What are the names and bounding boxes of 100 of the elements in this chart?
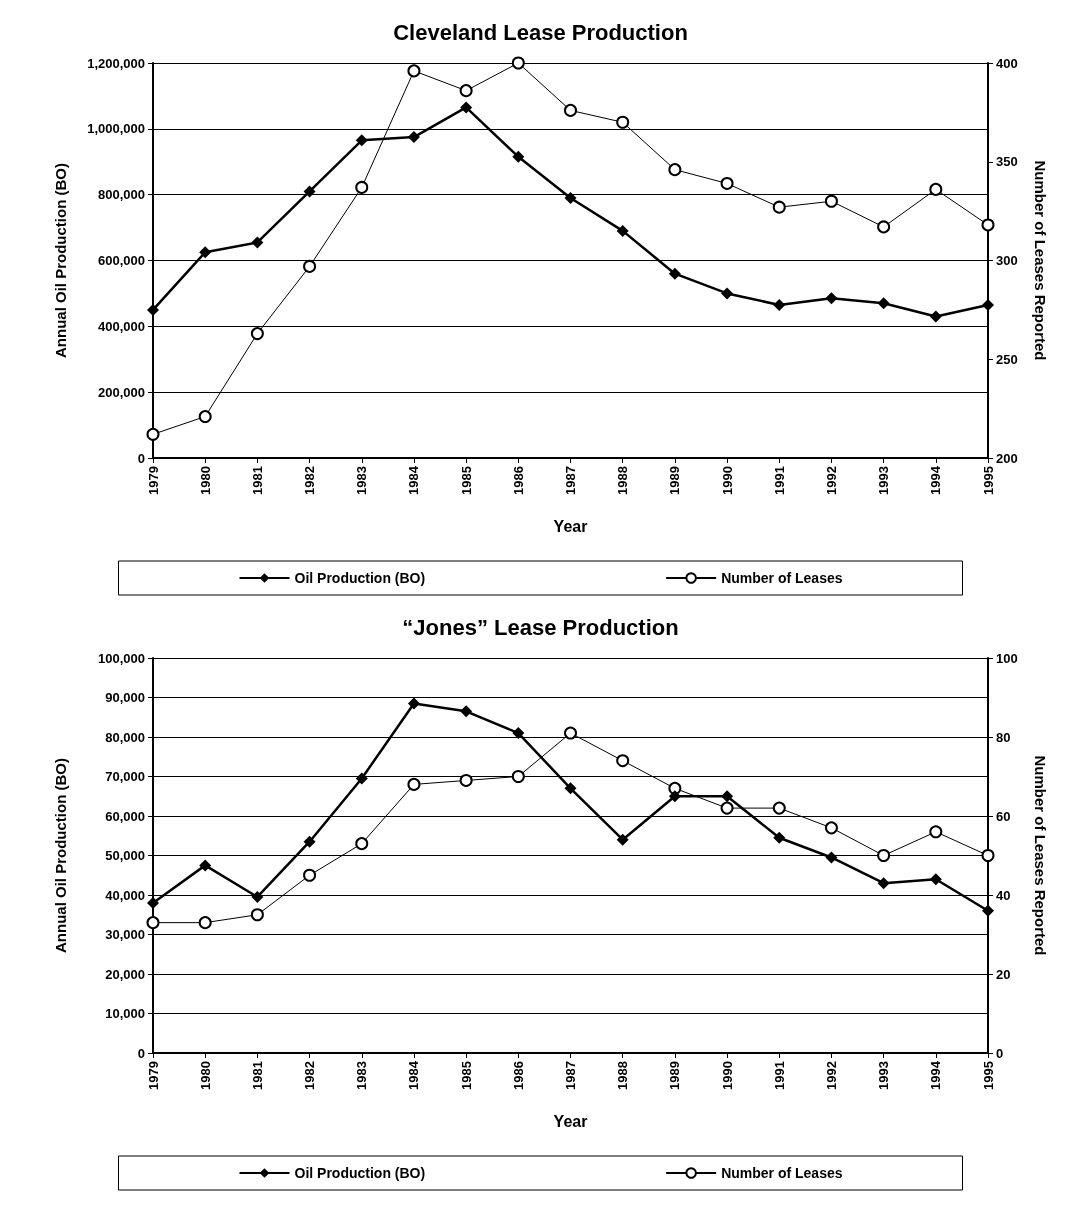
point [981,218,995,232]
y-tick-label: 20,000 [105,966,145,982]
y-tick-label: 90,000 [105,690,145,705]
x-tick-label: 1995 [980,1061,996,1090]
point [981,849,995,862]
point [303,259,317,273]
y2-axis-title: Number of Leases Reported [1032,755,1049,956]
point [511,56,525,70]
x-tick-label: 1986 [510,1061,526,1090]
point [407,777,421,791]
x-axis-title: Year [553,1112,588,1130]
x-tick-label: 1979 [145,466,161,495]
y-axis-title: Annual Oil Production (BO) [52,163,69,358]
point [564,103,577,117]
point [355,180,369,194]
point [668,163,682,177]
point [199,859,212,872]
y2-tick-label: 300 [996,253,1018,268]
y-tick-label: 80,000 [105,729,145,745]
y-tick-label: 10,000 [105,1006,145,1021]
x-tick-label: 1989 [667,1061,683,1090]
point [459,773,473,787]
point [773,831,786,844]
y2-tick-label: 20 [996,966,1011,982]
legend-label: Number of Leases [721,1165,843,1181]
y2-tick-label: 0 [996,1045,1004,1061]
y2-tick-label: 80 [996,729,1011,745]
y-tick-label: 1,000,000 [87,121,145,137]
point [250,327,264,341]
point [825,851,838,864]
y2-tick-label: 350 [996,154,1018,170]
y-tick-label: 40,000 [105,887,145,903]
point [564,782,577,795]
y-tick-label: 30,000 [105,927,145,942]
point [355,134,368,147]
point [982,904,994,917]
y-tick-label: 200,000 [98,384,145,400]
y-tick-label: 100,000 [98,650,145,666]
legend-label: Number of Leases [721,570,843,586]
point [929,310,942,323]
point [720,176,734,190]
point [772,801,786,815]
point [929,825,943,839]
x-tick-label: 1992 [823,1061,839,1090]
point [251,890,264,903]
point [407,64,421,78]
point [303,868,317,882]
x-tick-label: 1982 [302,466,318,495]
x-tick-label: 1986 [510,466,526,495]
y-tick-label: 0 [137,1045,145,1061]
point [929,873,942,886]
point [512,150,525,163]
x-tick-label: 1992 [823,466,839,495]
chart-title: Cleveland Lease Production [393,19,688,45]
y-tick-label: 400,000 [98,318,145,334]
x-tick-label: 1987 [563,1061,578,1090]
point [721,287,734,300]
x-tick-label: 1995 [980,466,996,495]
point [773,298,786,311]
point [511,770,525,783]
point [720,801,734,815]
point [198,916,212,930]
x-tick-label: 1985 [458,1061,474,1090]
point [564,726,577,740]
x-tick-label: 1983 [354,1061,370,1090]
point [146,916,160,930]
x-tick-label: 1987 [563,466,578,495]
legend-label: Oil Production (BO) [294,1165,426,1181]
point [460,101,473,114]
x-tick-label: 1984 [406,1060,422,1090]
point [303,185,316,198]
x-tick-label: 1991 [771,466,787,495]
point [198,410,212,424]
x-tick-label: 1985 [458,466,474,495]
y-tick-label: 0 [137,450,145,466]
y2-tick-label: 200 [996,450,1018,466]
y-tick-label: 60,000 [105,808,145,824]
x-tick-label: 1984 [406,465,422,495]
point [251,236,264,249]
x-tick-label: 1988 [615,1061,631,1090]
point [668,790,681,803]
x-tick-label: 1983 [354,466,370,495]
point [407,697,420,710]
y-tick-label: 600,000 [98,253,145,268]
legend-label: Oil Production (BO) [294,570,426,586]
x-tick-label: 1988 [615,466,631,495]
x-tick-label: 1981 [249,466,265,495]
point [824,821,838,835]
y2-axis-title: Number of Leases Reported [1032,160,1049,361]
x-tick-label: 1980 [197,1061,213,1090]
y2-tick-label: 400 [996,55,1018,71]
y-tick-label: 1,200,000 [87,55,145,71]
point [616,115,630,129]
x-tick-label: 1994 [928,465,944,495]
point [877,220,891,234]
point [772,200,786,214]
point [355,837,369,851]
y2-tick-label: 250 [996,351,1018,367]
y-tick-label: 800,000 [98,187,145,203]
point [721,790,734,803]
